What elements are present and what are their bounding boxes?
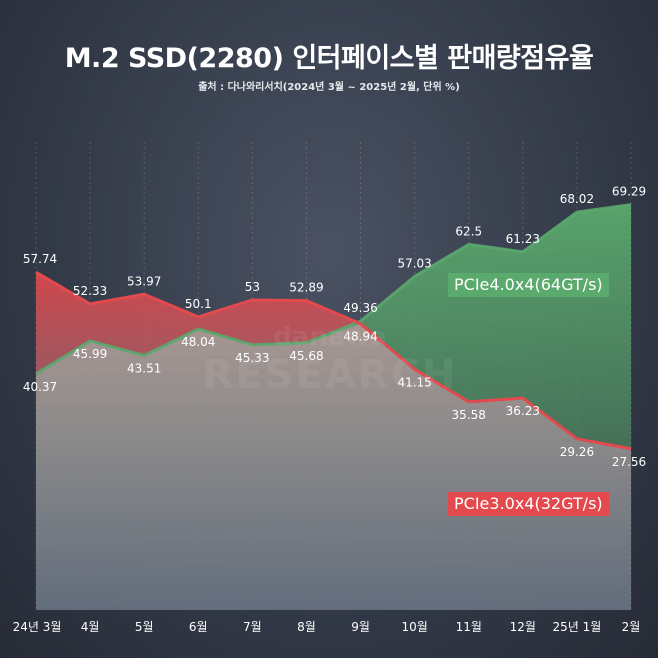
data-label-pcie3: 41.15 bbox=[397, 375, 431, 389]
data-label-pcie3: 52.89 bbox=[289, 281, 323, 295]
x-tick-label: 6월 bbox=[189, 620, 208, 634]
data-label-pcie3: 27.56 bbox=[612, 455, 646, 469]
x-tick-label: 25년 1월 bbox=[553, 620, 602, 634]
x-tick-label: 24년 3월 bbox=[13, 620, 62, 634]
data-label-pcie3: 36.23 bbox=[506, 404, 540, 418]
x-tick-label: 4월 bbox=[81, 620, 100, 634]
chart-subtitle: 출처 : 다나와리서치(2024년 3월 ~ 2025년 2월, 단위 %) bbox=[198, 82, 460, 93]
data-label-pcie4: 40.37 bbox=[23, 380, 57, 394]
area-overlap bbox=[36, 323, 631, 610]
x-tick-label: 8월 bbox=[297, 620, 316, 634]
data-label-pcie3: 48.94 bbox=[343, 330, 377, 344]
data-label-pcie4: 43.51 bbox=[127, 361, 161, 375]
x-tick-label: 2월 bbox=[622, 620, 641, 634]
legend-pcie4: PCIe4.0x4(64GT/s) bbox=[448, 273, 609, 297]
chart-title: M.2 SSD(2280) 인터페이스별 판매량점유율 bbox=[64, 43, 594, 74]
data-label-pcie3: 52.33 bbox=[73, 284, 107, 298]
data-label-pcie3: 29.26 bbox=[560, 445, 594, 459]
x-tick-label: 9월 bbox=[351, 620, 370, 634]
data-label-pcie4: 62.5 bbox=[455, 224, 482, 238]
x-tick-label: 10월 bbox=[401, 620, 427, 634]
data-label-pcie3: 53.97 bbox=[127, 274, 161, 288]
line-pcie4 bbox=[35, 203, 632, 376]
data-label-pcie3: 35.58 bbox=[452, 408, 486, 422]
data-label-pcie4: 68.02 bbox=[560, 192, 594, 206]
legend-pcie3: PCIe3.0x4(32GT/s) bbox=[448, 492, 609, 516]
data-label-pcie4: 49.36 bbox=[343, 301, 377, 315]
data-label-pcie4: 61.23 bbox=[506, 232, 540, 246]
data-label-pcie4: 69.29 bbox=[612, 185, 646, 199]
line-pcie3 bbox=[35, 270, 632, 451]
data-label-pcie3: 57.74 bbox=[23, 252, 57, 266]
data-label-pcie4: 45.33 bbox=[235, 351, 269, 365]
data-label-pcie3: 50.1 bbox=[185, 297, 212, 311]
x-tick-label: 12월 bbox=[510, 620, 536, 634]
data-label-pcie3: 53 bbox=[245, 280, 260, 294]
x-tick-label: 11월 bbox=[456, 620, 482, 634]
data-label-pcie4: 48.04 bbox=[181, 335, 215, 349]
data-label-pcie4: 57.03 bbox=[397, 256, 431, 270]
x-tick-label: 5월 bbox=[135, 620, 154, 634]
data-label-pcie4: 45.99 bbox=[73, 347, 107, 361]
x-tick-label: 7월 bbox=[243, 620, 262, 634]
data-label-pcie4: 45.68 bbox=[289, 349, 323, 363]
